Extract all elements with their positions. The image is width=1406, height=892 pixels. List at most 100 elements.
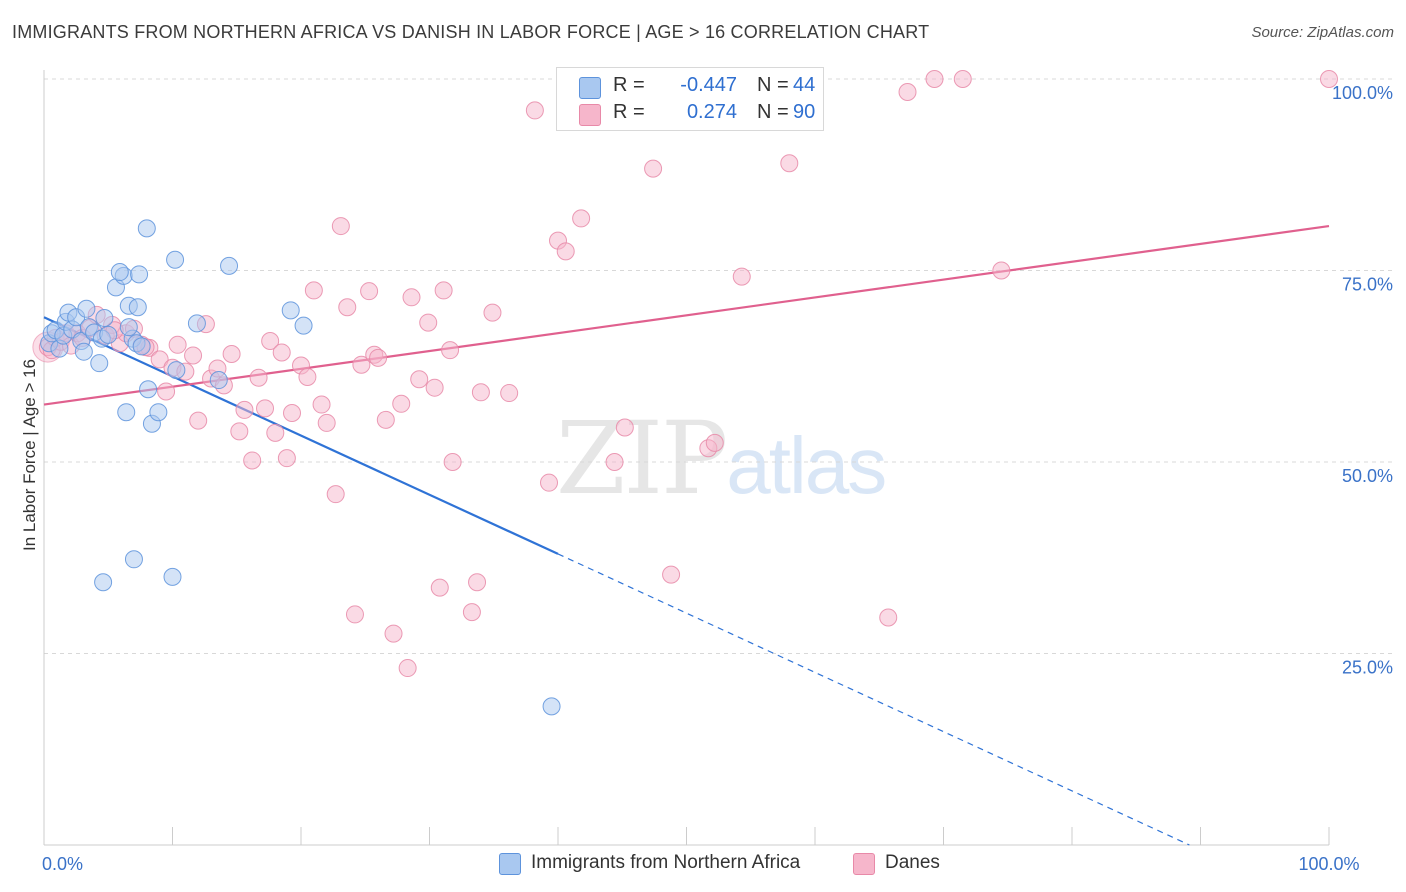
data-point-danes	[243, 451, 262, 470]
data-point-danes	[249, 368, 268, 387]
y-axis-title: In Labor Force | Age > 16	[20, 358, 39, 552]
data-point-danes	[644, 159, 663, 178]
data-point-immigrants	[95, 308, 114, 327]
data-point-immigrants	[132, 337, 151, 356]
data-point-immigrants	[542, 697, 561, 716]
data-point-danes	[312, 395, 331, 414]
data-point-danes	[304, 281, 323, 300]
data-point-danes	[953, 70, 972, 88]
data-point-danes	[879, 608, 898, 627]
data-point-danes	[345, 605, 364, 624]
label-layer: 25.0% 50.0% 75.0% 100.0% 0.0% 100.0%	[42, 83, 1393, 874]
data-point-immigrants	[77, 299, 96, 318]
data-point-immigrants	[90, 354, 109, 373]
data-point-immigrants	[187, 314, 206, 333]
bottom-legend-label-danes: Danes	[885, 852, 940, 873]
bottom-legend-label-immigrants: Immigrants from Northern Africa	[531, 852, 801, 873]
data-point-danes	[157, 382, 176, 401]
watermark-zip: ZIP	[556, 400, 728, 517]
data-point-immigrants	[149, 403, 168, 422]
legend-r-value: 0.274	[686, 101, 737, 123]
data-point-danes	[168, 335, 187, 354]
data-point-danes	[525, 101, 544, 120]
bottom-legend-swatch-danes	[853, 853, 875, 875]
data-point-immigrants	[220, 256, 239, 275]
data-point-danes	[1320, 70, 1338, 88]
x-tick-label: 0.0%	[42, 854, 83, 874]
watermark: ZIPatlas	[556, 400, 887, 517]
data-point-immigrants	[166, 250, 185, 269]
x-tick-label: 100.0%	[1298, 854, 1359, 874]
data-point-immigrants	[209, 371, 228, 390]
data-point-danes	[384, 624, 403, 643]
data-point-danes	[615, 418, 634, 437]
data-point-danes	[272, 343, 291, 362]
bottom-legend-swatch-immigrants	[499, 853, 521, 875]
source-label: Source: ZipAtlas.com	[1251, 24, 1394, 41]
trend-layer	[43, 224, 1330, 846]
data-point-danes	[410, 370, 429, 389]
data-point-immigrants	[128, 298, 147, 317]
trend-line	[43, 316, 559, 555]
data-point-danes	[235, 400, 254, 419]
data-point-immigrants	[163, 567, 182, 586]
data-point-danes	[992, 261, 1011, 280]
data-point-danes	[500, 384, 519, 403]
legend-r-value: -0.447	[680, 74, 737, 96]
stats-legend: R = -0.447 N = 44 R = 0.274 N = 90	[556, 67, 824, 131]
data-point-danes	[360, 282, 379, 301]
data-point-immigrants	[119, 318, 138, 337]
data-point-danes	[471, 383, 490, 402]
data-point-immigrants	[281, 301, 300, 320]
data-point-danes	[392, 394, 411, 413]
data-point-danes	[540, 473, 559, 492]
watermark-atlas: atlas	[726, 421, 887, 510]
data-point-danes	[230, 422, 249, 441]
data-point-danes	[150, 350, 169, 369]
points-layer	[32, 70, 1338, 716]
data-point-danes	[402, 288, 421, 307]
legend-swatch-immigrants	[579, 77, 601, 99]
data-point-danes	[369, 348, 388, 367]
data-point-danes	[266, 423, 285, 442]
data-point-immigrants	[99, 325, 118, 344]
data-point-danes	[331, 217, 350, 236]
data-point-danes	[898, 83, 917, 102]
data-point-danes	[298, 367, 317, 386]
data-point-danes	[483, 303, 502, 322]
data-point-danes	[732, 267, 751, 286]
data-point-danes	[222, 344, 241, 363]
data-point-danes	[283, 403, 302, 422]
data-point-danes	[605, 453, 624, 471]
data-point-danes	[326, 485, 345, 504]
data-point-danes	[462, 603, 481, 622]
data-point-immigrants	[294, 316, 313, 335]
data-point-danes	[261, 331, 280, 350]
data-point-danes	[425, 378, 444, 397]
data-point-danes	[277, 449, 296, 468]
legend-n-label: N =	[757, 101, 789, 123]
data-point-danes	[256, 399, 275, 418]
legend-n-value: 90	[793, 101, 816, 123]
data-point-danes	[925, 70, 944, 88]
chart-title: IMMIGRANTS FROM NORTHERN AFRICA VS DANIS…	[12, 22, 930, 42]
trend-line	[43, 224, 1330, 406]
data-point-danes	[376, 410, 395, 429]
data-point-danes	[556, 242, 575, 261]
data-point-danes	[189, 411, 208, 430]
data-point-danes	[352, 355, 371, 374]
legend-n-label: N =	[757, 74, 789, 96]
data-point-danes	[317, 413, 336, 432]
trend-line-extension	[557, 553, 1190, 846]
data-point-danes	[780, 154, 799, 173]
y-tick-label: 100.0%	[1332, 83, 1393, 103]
data-point-danes	[705, 433, 724, 452]
axis-layer	[43, 70, 1330, 846]
y-tick-label: 50.0%	[1342, 466, 1393, 486]
data-point-immigrants	[124, 550, 143, 569]
legend-r-label: R =	[613, 101, 645, 123]
data-point-immigrants	[94, 573, 113, 592]
data-point-danes	[441, 341, 460, 360]
data-point-danes	[572, 209, 591, 228]
